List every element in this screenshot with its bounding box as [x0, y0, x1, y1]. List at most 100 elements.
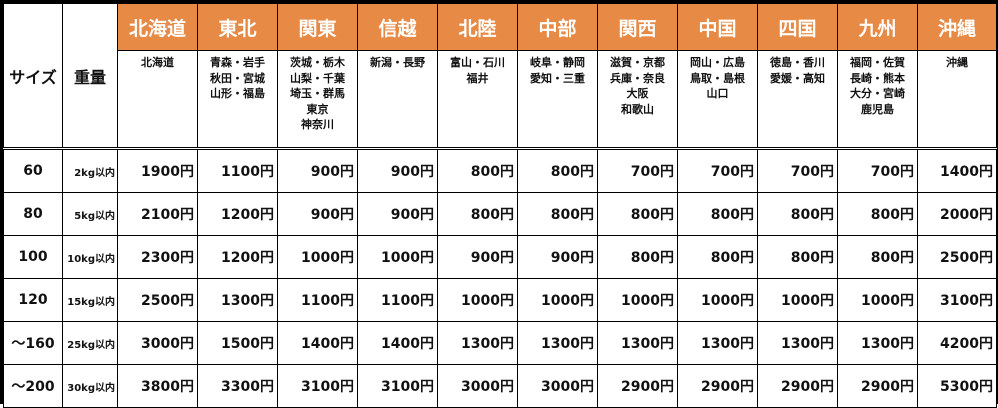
prefecture-line: 徳島・香川: [770, 56, 825, 69]
prefecture-line: 山梨・千葉: [290, 71, 345, 85]
prefecture-line: 福岡・佐賀: [850, 56, 905, 69]
price-cell: 1200円: [197, 235, 278, 279]
prefecture-line: 鹿児島: [861, 102, 894, 116]
size-cell: ～200: [3, 364, 63, 408]
prefecture-line: 北海道: [141, 56, 174, 69]
price-cell: 800円: [757, 235, 838, 279]
prefecture-line: 茨城・栃木: [290, 56, 345, 69]
table-row: ～160 25kg以内 3000円 1500円 1400円 1400円 1300円 1300円…: [3, 321, 997, 365]
weight-cell: 25kg以内: [62, 321, 118, 365]
price-cell: 700円: [837, 148, 918, 193]
prefecture-line: 新潟・長野: [370, 56, 425, 69]
price-cell: 1100円: [197, 148, 278, 193]
price-cell: 2900円: [677, 364, 758, 408]
price-cell: 3000円: [517, 364, 598, 408]
price-cell: 1000円: [677, 278, 758, 322]
price-cell: 1400円: [277, 321, 358, 365]
region-prefectures: 北海道: [117, 50, 198, 150]
region-header: 関西: [597, 3, 678, 51]
region-header: 九州: [837, 3, 918, 51]
price-cell: 1300円: [597, 321, 678, 365]
price-cell: 1300円: [437, 321, 518, 365]
price-cell: 1000円: [757, 278, 838, 322]
prefecture-line: 山口: [706, 87, 729, 100]
prefecture-line: 福井: [466, 71, 489, 85]
price-cell: 1000円: [277, 235, 358, 279]
prefecture-line: 大阪: [626, 87, 649, 100]
price-cell: 2900円: [757, 364, 838, 408]
price-cell: 1400円: [917, 148, 997, 193]
price-cell: 1500円: [197, 321, 278, 365]
price-cell: 800円: [597, 235, 678, 279]
price-cell: 1900円: [117, 148, 198, 193]
price-cell: 700円: [677, 148, 758, 193]
price-cell: 800円: [437, 148, 518, 193]
prefecture-line: 岐阜・静岡: [530, 56, 585, 69]
price-cell: 700円: [757, 148, 838, 193]
region-prefectures: 福岡・佐賀長崎・熊本大分・宮崎鹿児島: [837, 50, 918, 150]
price-cell: 800円: [437, 192, 518, 236]
size-cell: 120: [3, 278, 63, 322]
region-header: 東北: [197, 3, 278, 51]
prefecture-line: 長崎・熊本: [850, 71, 905, 85]
price-cell: 800円: [517, 192, 598, 236]
weight-cell: 5kg以内: [62, 192, 118, 236]
size-cell: ～160: [3, 321, 63, 365]
region-header: 関東: [277, 3, 358, 51]
prefecture-line: 愛媛・高知: [770, 71, 825, 85]
price-cell: 3000円: [117, 321, 198, 365]
region-prefectures: 岡山・広島 鳥取・島根 山口: [677, 50, 758, 150]
price-cell: 900円: [517, 235, 598, 279]
table-row: ～200 30kg以内 3800円 3300円 3100円 3100円 3000円 3000円…: [3, 364, 997, 408]
size-cell: 100: [3, 235, 63, 279]
weight-cell: 10kg以内: [62, 235, 118, 279]
price-cell: 1300円: [517, 321, 598, 365]
size-cell: 80: [3, 192, 63, 236]
price-cell: 2100円: [117, 192, 198, 236]
prefecture-line: 神奈川: [301, 118, 334, 131]
region-header: 北海道: [117, 3, 198, 51]
prefecture-line: 兵庫・奈良: [610, 71, 665, 85]
price-cell: 1200円: [197, 192, 278, 236]
price-cell: 3800円: [117, 364, 198, 408]
price-cell: 900円: [277, 192, 358, 236]
prefecture-line: 滋賀・京都: [610, 56, 665, 69]
price-cell: 700円: [597, 148, 678, 193]
price-cell: 900円: [357, 192, 438, 236]
table-row: 60 2kg以内 1900円 1100円 900円 900円 800円 800円 700円 700…: [3, 148, 997, 193]
price-cell: 3100円: [357, 364, 438, 408]
prefecture-line: 大分・宮崎: [850, 87, 905, 100]
price-cell: 4200円: [917, 321, 997, 365]
price-cell: 3000円: [437, 364, 518, 408]
prefecture-line: 岡山・広島: [690, 56, 745, 69]
weight-cell: 15kg以内: [62, 278, 118, 322]
prefecture-line: 秋田・宮城: [210, 71, 265, 85]
price-cell: 1300円: [197, 278, 278, 322]
size-header: サイズ: [3, 3, 63, 150]
region-header: 中国: [677, 3, 758, 51]
prefecture-line: 山形・福島: [210, 87, 265, 100]
price-cell: 3100円: [917, 278, 997, 322]
prefecture-line: 青森・岩手: [210, 56, 265, 69]
price-cell: 1000円: [517, 278, 598, 322]
price-cell: 1400円: [357, 321, 438, 365]
prefecture-line: 埼玉・群馬: [290, 87, 345, 100]
price-cell: 900円: [277, 148, 358, 193]
region-prefectures: 富山・石川 福井: [437, 50, 518, 150]
region-prefectures: 青森・岩手秋田・宮城山形・福島: [197, 50, 278, 150]
price-cell: 800円: [597, 192, 678, 236]
price-cell: 800円: [677, 192, 758, 236]
price-cell: 5300円: [917, 364, 997, 408]
region-header: 北陸: [437, 3, 518, 51]
region-prefectures: 沖縄: [917, 50, 997, 150]
price-cell: 1000円: [597, 278, 678, 322]
weight-cell: 30kg以内: [62, 364, 118, 408]
region-prefectures: 岐阜・静岡 愛知・三重: [517, 50, 598, 150]
price-cell: 900円: [357, 148, 438, 193]
price-cell: 1100円: [277, 278, 358, 322]
price-cell: 800円: [837, 235, 918, 279]
prefecture-line: 東京: [306, 102, 329, 116]
price-cell: 1300円: [757, 321, 838, 365]
price-cell: 800円: [677, 235, 758, 279]
price-cell: 2500円: [917, 235, 997, 279]
